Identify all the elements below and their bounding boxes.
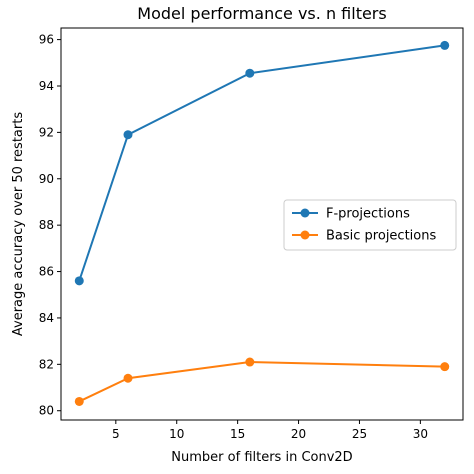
data-point-basic-projections [74, 396, 84, 406]
y-tick-label: 84 [39, 311, 54, 325]
y-tick-label: 90 [39, 172, 54, 186]
legend-label-f-projections: F-projections [326, 207, 410, 222]
y-axis: 80 82 84 86 88 90 92 94 96 [39, 33, 61, 418]
legend: F-projections Basic projections [283, 199, 457, 251]
data-point-f-projections [123, 130, 133, 140]
x-tick-label: 25 [352, 427, 367, 441]
x-tick-label: 20 [291, 427, 306, 441]
y-tick-label: 82 [39, 357, 54, 371]
data-point-basic-projections [123, 373, 133, 383]
x-axis: 5 10 15 20 25 30 [112, 420, 428, 441]
legend-label-basic-projections: Basic projections [326, 229, 436, 244]
data-point-f-projections [440, 40, 450, 50]
x-axis-label: Number of filters in Conv2D [171, 450, 352, 465]
data-point-basic-projections [440, 362, 450, 372]
data-point-basic-projections [245, 357, 255, 367]
y-tick-label: 80 [39, 404, 54, 418]
series-layer [74, 40, 450, 406]
chart-title: Model performance vs. n filters [137, 4, 386, 23]
y-tick-label: 94 [39, 79, 54, 93]
y-tick-label: 96 [39, 33, 54, 47]
legend-marker-basic-projections [300, 230, 310, 240]
x-tick-label: 30 [413, 427, 428, 441]
y-tick-label: 92 [39, 125, 54, 139]
y-tick-label: 86 [39, 265, 54, 279]
legend-box [283, 199, 457, 251]
y-tick-label: 88 [39, 218, 54, 232]
x-tick-label: 15 [230, 427, 245, 441]
x-tick-label: 10 [169, 427, 184, 441]
series-line-basic-projections [78, 361, 445, 403]
y-axis-label: Average accuracy over 50 restarts [11, 112, 26, 336]
data-point-f-projections [74, 276, 84, 286]
legend-marker-f-projections [300, 208, 310, 218]
legend-items: F-projections Basic projections [292, 207, 436, 244]
data-point-f-projections [245, 68, 255, 78]
x-tick-label: 5 [112, 427, 120, 441]
series-line-f-projections [78, 44, 445, 282]
